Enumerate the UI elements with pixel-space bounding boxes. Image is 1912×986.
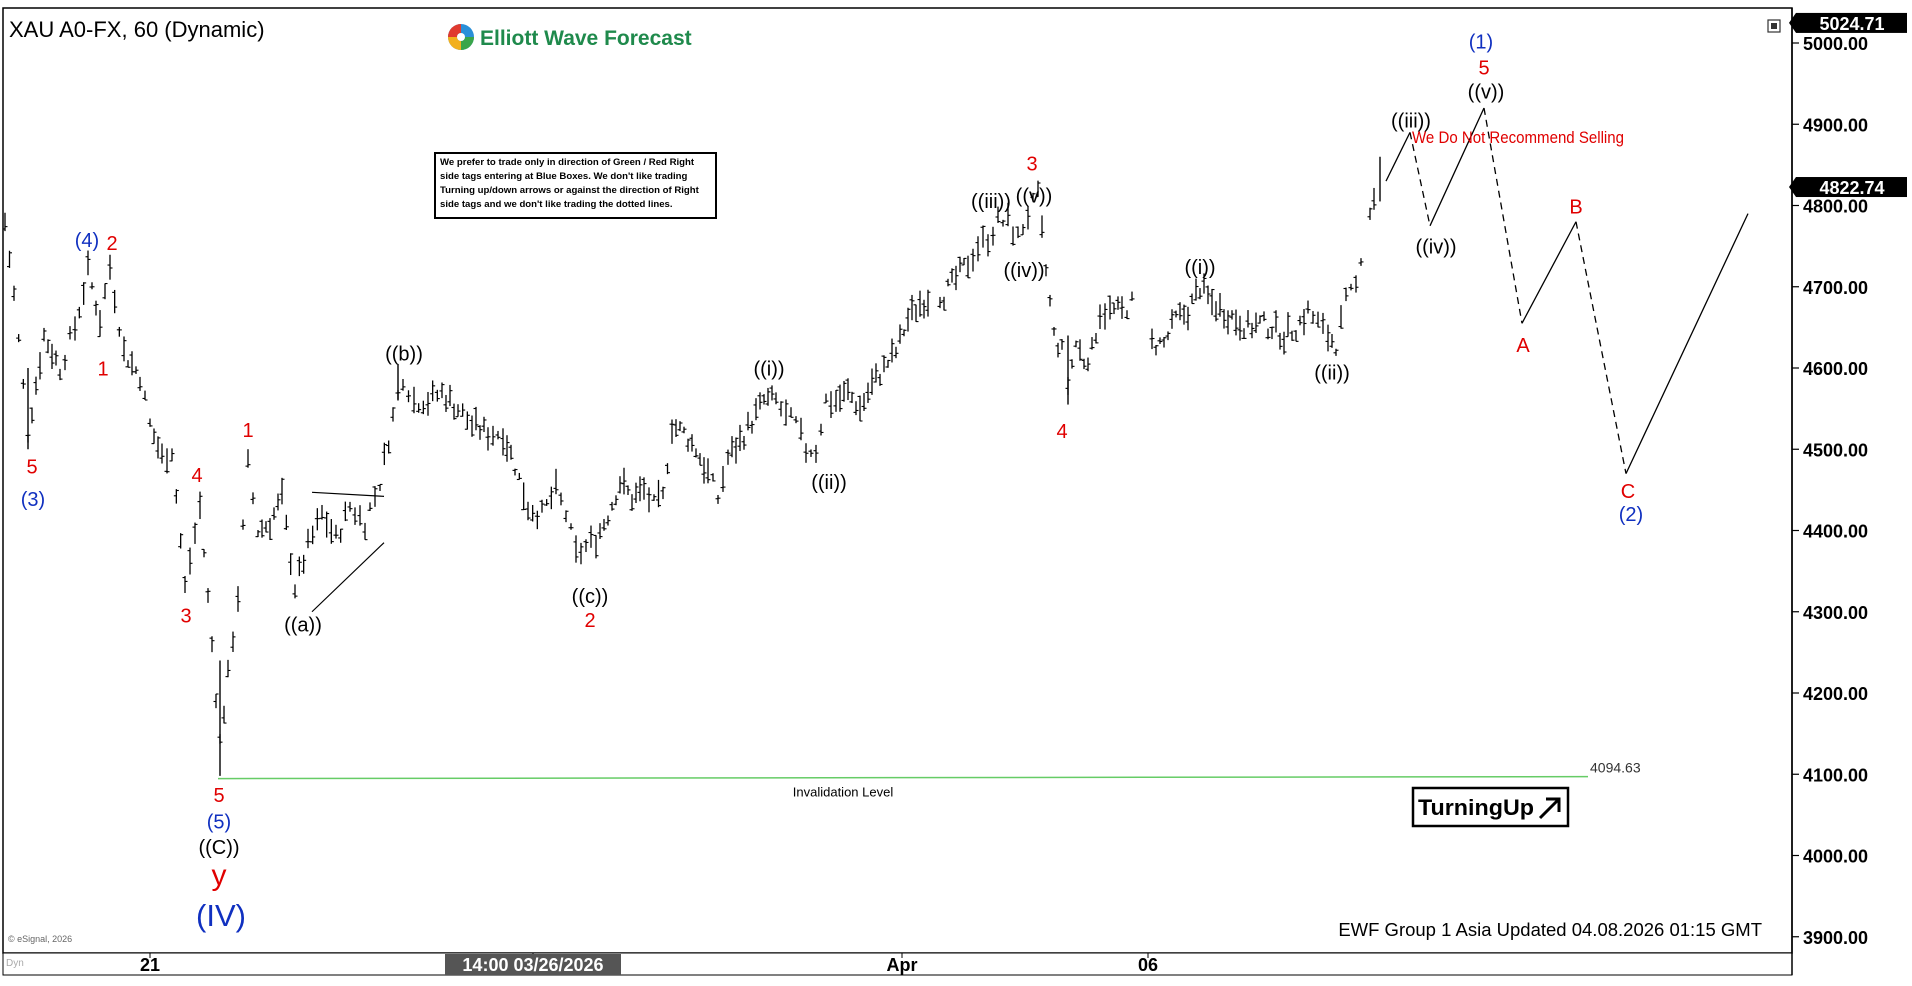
window-restore-icon[interactable] <box>1767 19 1781 33</box>
wave-label: (5) <box>207 812 231 834</box>
note-line-4: side tags and we don't like trading the … <box>440 199 673 210</box>
wave-label: 5 <box>26 457 37 479</box>
dyn-text: Dyn <box>6 958 24 969</box>
note-line-1: We prefer to trade only in direction of … <box>440 157 695 168</box>
wave-label: 1 <box>242 420 253 442</box>
y-tick-label: 4200.00 <box>1803 684 1868 704</box>
wave-label: ((c)) <box>572 586 609 608</box>
price-tag-pointer <box>1789 12 1796 33</box>
logo-swirl-icon <box>448 24 474 50</box>
projection-segment <box>1625 213 1749 474</box>
x-tick-label: 14:00 03/26/2026 <box>462 955 603 975</box>
note-line-3: Turning up/down arrows or against the di… <box>440 185 700 196</box>
y-tick-label: 4600.00 <box>1803 359 1868 379</box>
y-tick-label: 4100.00 <box>1803 765 1868 785</box>
invalidation-line <box>217 775 1589 780</box>
projection-segment <box>1575 221 1627 474</box>
x-tick-label: Apr <box>887 955 918 975</box>
wave-labels: (4) 2 1 5 (3) 1 4 3 5 (5) ((C))y (IV) ((b)) ((a)) ((c)… <box>21 32 1643 934</box>
trendline <box>311 542 385 613</box>
wave-label: A <box>1516 335 1530 357</box>
wave-label: (3) <box>21 489 45 511</box>
note-box <box>434 152 717 219</box>
price-tag-current-price <box>1796 177 1907 198</box>
copyright-text: © eSignal, 2026 <box>8 934 72 944</box>
wave-label: ((C)) <box>198 837 239 859</box>
trendline <box>311 491 385 497</box>
wave-label: ((iv)) <box>1003 260 1044 282</box>
symbol-title: XAU A0-FX, 60 (Dynamic) <box>9 17 265 42</box>
projection-path <box>1385 107 1749 474</box>
wave-label: 3 <box>1026 154 1037 176</box>
wave-label: ((iv)) <box>1415 236 1456 258</box>
price-tag-value: 5024.71 <box>1819 14 1884 34</box>
y-tick-label: 4500.00 <box>1803 440 1868 460</box>
wave-label: 2 <box>106 233 117 255</box>
y-tick-label: 4400.00 <box>1803 522 1868 542</box>
price-bars <box>2 156 1381 776</box>
y-tick-label: 4900.00 <box>1803 115 1868 135</box>
x-cursor-highlight <box>445 954 621 975</box>
wave-label: 2 <box>584 610 595 632</box>
wave-label: 5 <box>1478 58 1489 80</box>
wave-label: y <box>212 859 227 892</box>
wave-label: 4 <box>191 465 202 487</box>
y-tick-label: 4000.00 <box>1803 847 1868 867</box>
wave-label: 1 <box>97 358 108 380</box>
triangle-trendlines <box>311 491 385 613</box>
wave-label: B <box>1569 197 1582 219</box>
logo-text: Elliott Wave Forecast <box>480 27 692 50</box>
price-tag-pointer <box>1789 177 1796 198</box>
wave-label: ((i)) <box>1184 257 1215 279</box>
y-tick-label: 4300.00 <box>1803 603 1868 623</box>
price-tag-top-price <box>1796 12 1907 33</box>
y-tick-label: 4700.00 <box>1803 278 1868 298</box>
turning-up-badge: TurningUp <box>1411 786 1570 828</box>
wave-label: C <box>1621 481 1635 503</box>
wave-label: ((iii)) <box>971 191 1011 213</box>
projection-segment <box>1521 221 1577 324</box>
y-axis: 5000.00 4900.00 4800.00 4700.00 4600.00 4500.… <box>1792 34 1868 948</box>
y-tick-label: 5000.00 <box>1803 34 1868 54</box>
x-tick-label: 21 <box>140 955 160 975</box>
wave-label: ((ii)) <box>811 472 847 494</box>
projection-segment <box>1429 107 1485 227</box>
wave-label: ((a)) <box>284 614 322 636</box>
wave-label: (IV) <box>196 898 246 933</box>
wave-label: ((v)) <box>1468 81 1505 103</box>
wave-label: (4) <box>75 230 99 252</box>
price-tag-value: 4822.74 <box>1819 178 1884 198</box>
y-tick-label: 4800.00 <box>1803 197 1868 217</box>
x-tick-label: 06 <box>1138 955 1158 975</box>
wave-label: ((i)) <box>753 358 784 380</box>
wave-label: ((iii)) <box>1391 111 1431 133</box>
wave-label: ((ii)) <box>1314 362 1350 384</box>
wave-label: ((v)) <box>1016 185 1053 207</box>
projection-segment <box>1483 107 1523 324</box>
wave-label: (2) <box>1619 504 1643 526</box>
turning-up-text: TurningUp <box>1418 795 1534 820</box>
projection-segment <box>1409 132 1431 226</box>
wave-label: ((b)) <box>385 344 423 366</box>
price-tags: 4822.74 5024.71 <box>1789 12 1907 198</box>
wave-label: 4 <box>1056 421 1067 443</box>
up-right-arrow-icon <box>1538 797 1561 820</box>
updated-text: EWF Group 1 Asia Updated 04.08.2026 01:1… <box>1338 919 1762 940</box>
warning-text: We Do Not Recommend Selling <box>1412 128 1624 147</box>
wave-label: (1) <box>1469 32 1493 54</box>
note-line-2: side tags entering at Blue Boxes. We don… <box>440 171 687 182</box>
x-axis: 21 14:00 03/26/2026 Apr 06 <box>140 953 1158 975</box>
y-tick-label: 3900.00 <box>1803 928 1868 948</box>
wave-label: 5 <box>213 785 224 807</box>
wave-label: 3 <box>180 605 191 627</box>
invalidation-price: 4094.63 <box>1590 760 1641 776</box>
projection-segment <box>1385 132 1411 182</box>
logo: Elliott Wave Forecast <box>448 24 692 50</box>
invalidation-label: Invalidation Level <box>793 785 894 800</box>
